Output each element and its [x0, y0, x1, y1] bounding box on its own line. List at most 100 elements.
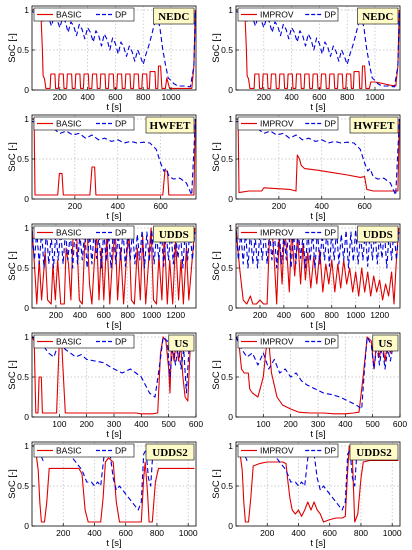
- chart-panel: 100 200 300 400 500 600 0 0.5 1 t [s] SoC [-] BASIC…: [7, 332, 203, 440]
- improv-series-line: [236, 9, 400, 89]
- legend-label: IMPROV: [260, 228, 294, 238]
- y-axis-label: SoC [-]: [211, 142, 222, 172]
- x-tick-label: 1000: [162, 92, 181, 102]
- x-tick-label: 1000: [383, 528, 402, 538]
- cycle-tag: UDDS2: [349, 443, 399, 461]
- y-tick-label: 0.5: [221, 372, 233, 382]
- plot-frame: [235, 223, 401, 309]
- x-tick-label: 200: [49, 310, 63, 320]
- chart-panel: 100 200 300 400 500 600 0 0.5 1 t [s] SoC [-] IMPRO…: [211, 332, 407, 440]
- y-tick-label: 0: [228, 521, 233, 531]
- legend-box: [237, 116, 339, 131]
- x-tick-label: 400: [111, 201, 125, 211]
- chart-panel: 200 400 600 800 1000 1200 0 0.5 1 t [s] SoC [-] BAS…: [7, 223, 197, 331]
- plot-frame: [235, 5, 401, 91]
- basic-series-line: [32, 227, 196, 305]
- x-tick-label: 100: [52, 419, 66, 429]
- x-tick-label: 100: [256, 419, 270, 429]
- cycle-tag-box: [357, 225, 399, 243]
- dp-series-line: [32, 118, 196, 196]
- y-axis-label: SoC [-]: [211, 33, 222, 63]
- cycle-tag-label: NEDC: [362, 11, 393, 23]
- y-tick-label: 1: [228, 114, 233, 124]
- cycle-tag-label: HWFET: [150, 120, 192, 132]
- cycle-tag-label: NEDC: [158, 11, 189, 23]
- legend-box: [237, 7, 339, 22]
- cycle-tag-box: [349, 116, 399, 134]
- x-tick-label: 600: [154, 201, 168, 211]
- legend-label: DP: [115, 228, 127, 238]
- legend: IMPROV DP: [237, 443, 339, 458]
- y-tick-label: 1: [228, 332, 233, 342]
- legend-label: DP: [115, 119, 127, 129]
- y-tick-label: 0.5: [17, 263, 29, 273]
- legend: IMPROV DP: [237, 116, 339, 131]
- legend: BASIC DP: [33, 334, 135, 349]
- x-tick-label: 300: [311, 419, 325, 429]
- x-tick-label: 200: [53, 92, 67, 102]
- x-tick-label: 200: [253, 310, 267, 320]
- y-tick-label: 1: [228, 5, 233, 15]
- y-axis-label: SoC [-]: [7, 469, 18, 499]
- cycle-tag: UDDS: [153, 225, 195, 243]
- y-tick-label: 1: [24, 441, 29, 451]
- x-axis-label: t [s]: [310, 211, 325, 222]
- x-tick-label: 600: [312, 92, 326, 102]
- cycle-tag: UDDS: [357, 225, 399, 243]
- improv-series-line: [236, 445, 399, 523]
- x-tick-label: 200: [260, 528, 274, 538]
- y-axis-label: SoC [-]: [211, 251, 222, 281]
- legend: IMPROV DP: [237, 7, 339, 22]
- x-tick-label: 400: [338, 419, 352, 429]
- x-tick-label: 400: [284, 92, 298, 102]
- x-axis-label: t [s]: [106, 320, 121, 331]
- y-tick-label: 0: [228, 194, 233, 204]
- legend: IMPROV DP: [237, 334, 339, 349]
- legend-label: DP: [324, 446, 336, 456]
- legend-box: [237, 225, 339, 240]
- x-tick-label: 400: [73, 310, 87, 320]
- legend-box: [33, 334, 135, 349]
- cycle-tag: US: [168, 334, 195, 352]
- y-tick-label: 0.5: [17, 372, 29, 382]
- x-tick-label: 200: [272, 201, 286, 211]
- x-tick-label: 200: [257, 92, 271, 102]
- basic-series-line: [32, 118, 196, 196]
- legend-label: BASIC: [56, 228, 82, 238]
- x-tick-label: 600: [323, 528, 337, 538]
- chart-panel: 200 400 600 800 1000 0 0.5 1 t [s] SoC [-] IMPROV D…: [211, 5, 401, 113]
- x-tick-label: 600: [358, 201, 372, 211]
- cycle-tag-label: UDDS2: [356, 447, 392, 459]
- x-axis-label: t [s]: [310, 102, 325, 113]
- cycle-tag-box: [357, 7, 399, 25]
- y-tick-label: 1: [228, 441, 233, 451]
- y-tick-label: 1: [228, 223, 233, 233]
- cycle-tag-box: [145, 443, 195, 461]
- y-tick-label: 0.5: [221, 263, 233, 273]
- x-tick-label: 800: [121, 310, 135, 320]
- legend-label: DP: [115, 10, 127, 20]
- legend-box: [33, 116, 135, 131]
- legend-label: BASIC: [56, 10, 82, 20]
- chart-panel: 200 400 600 800 1000 0 0.5 1 t [s] SoC [-] IMPROV D…: [211, 441, 402, 549]
- x-tick-label: 400: [87, 528, 101, 538]
- legend-label: IMPROV: [260, 337, 294, 347]
- cycle-tag-box: [372, 334, 399, 352]
- x-axis-label: t [s]: [106, 102, 121, 113]
- x-tick-label: 1000: [142, 310, 161, 320]
- y-tick-label: 1: [24, 332, 29, 342]
- legend-box: [33, 7, 135, 22]
- chart-panel: 200 400 600 800 1000 0 0.5 1 t [s] SoC [-] BASIC DP…: [7, 441, 198, 549]
- improv-series-line: [236, 118, 400, 194]
- legend-box: [33, 443, 135, 458]
- cycle-tag-label: UDDS2: [152, 447, 188, 459]
- x-tick-label: 400: [277, 310, 291, 320]
- x-tick-label: 200: [68, 201, 82, 211]
- cycle-tag-box: [168, 334, 195, 352]
- y-axis-label: SoC [-]: [211, 469, 222, 499]
- legend: BASIC DP: [33, 7, 135, 22]
- cycle-tag: HWFET: [145, 116, 195, 134]
- cycle-tag: US: [372, 334, 399, 352]
- legend-label: BASIC: [56, 119, 82, 129]
- x-tick-label: 600: [97, 310, 111, 320]
